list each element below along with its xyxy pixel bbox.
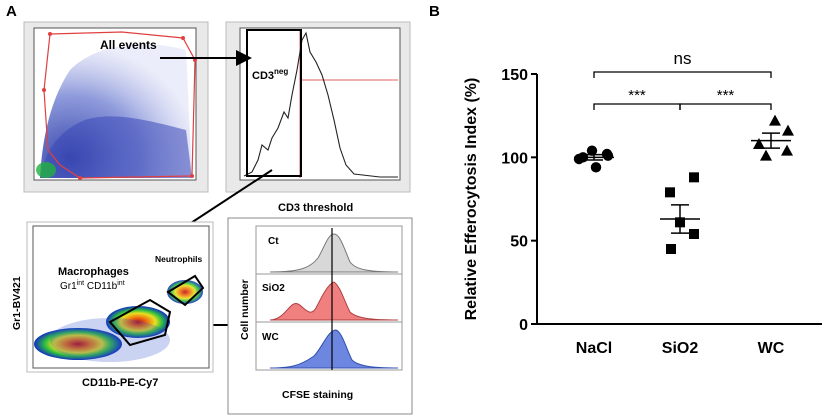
data-point-sio2 xyxy=(666,244,676,254)
all-events-label: All events xyxy=(100,38,157,52)
gr1-axis-label: Gr1-BV421 xyxy=(11,276,23,330)
x-tick-label: WC xyxy=(758,340,785,357)
gr1-cd11b-label: Gr1int CD11bint xyxy=(60,280,125,292)
y-axis-label: Relative Efferocytosis Index (%) xyxy=(463,78,480,321)
y-tick-label: 100 xyxy=(501,150,528,167)
cfse-label: CFSE staining xyxy=(282,389,353,401)
hist-label-sio2: SiO2 xyxy=(262,283,285,294)
data-point-sio2 xyxy=(689,172,699,183)
macrophages-label: Macrophages xyxy=(58,266,129,278)
y-tick-label: 150 xyxy=(501,67,528,84)
cell-number-label: Cell number xyxy=(239,279,251,340)
hist-label-ct: Ct xyxy=(268,236,279,247)
y-tick-label: 50 xyxy=(510,234,528,251)
significance-bracket xyxy=(593,71,772,78)
all-events-plot: All events xyxy=(23,21,209,193)
panel-label-a: A xyxy=(6,3,17,20)
cd11b-text: CD11b xyxy=(84,281,118,292)
significance-label: ns xyxy=(674,49,692,68)
cd3-gate-label: CD3neg xyxy=(252,67,288,82)
cd3-threshold-label: CD3 threshold xyxy=(278,202,353,214)
cd11b-axis-label: CD11b-PE-Cy7 xyxy=(82,377,158,389)
data-point-wc xyxy=(782,124,794,136)
data-point-wc xyxy=(781,144,793,156)
cfse-histograms: Ct SiO2 WC Cell number CFSE staining xyxy=(227,217,413,415)
data-point-nacl xyxy=(586,145,598,156)
significance-label: *** xyxy=(628,87,646,104)
data-point-wc xyxy=(769,114,781,126)
error-bars xyxy=(574,132,791,234)
x-labels: NaCl SiO2 WC xyxy=(576,340,785,357)
significance-bracket xyxy=(679,103,772,110)
panel-label-b: B xyxy=(429,3,440,20)
hist-label-wc: WC xyxy=(262,332,279,343)
data-point-nacl xyxy=(590,162,602,173)
efferocytosis-chart: Relative Efferocytosis Index (%) 0 50 100 1… xyxy=(463,49,822,357)
data-point-wc xyxy=(760,149,772,161)
data-point-wc xyxy=(753,138,765,149)
neutrophils-label: Neutrophils xyxy=(155,254,202,264)
macrophage-density-plot: Gr1-BV421 CD11b-PE-Cy7 Neutrophils Macro… xyxy=(11,221,214,389)
int-sup-1: int xyxy=(77,280,84,287)
cd3-gate-sup: neg xyxy=(274,67,288,76)
data-point-sio2 xyxy=(689,229,699,239)
gr1-text: Gr1 xyxy=(60,281,77,292)
cd3-gate-main: CD3 xyxy=(252,70,274,82)
significance-label: *** xyxy=(717,87,735,104)
data-point-nacl xyxy=(573,153,585,165)
significance-bracket xyxy=(593,103,681,110)
x-tick-label: NaCl xyxy=(576,340,612,357)
y-ticks: 0 50 100 150 xyxy=(501,67,537,334)
int-sup-2: int xyxy=(117,280,124,287)
data-point-sio2 xyxy=(665,187,675,198)
cd3-histogram: CD3neg CD3 threshold xyxy=(225,21,411,214)
x-tick-label: SiO2 xyxy=(662,340,699,357)
significance-brackets: *** *** ns xyxy=(593,49,772,110)
y-tick-label: 0 xyxy=(519,317,528,334)
